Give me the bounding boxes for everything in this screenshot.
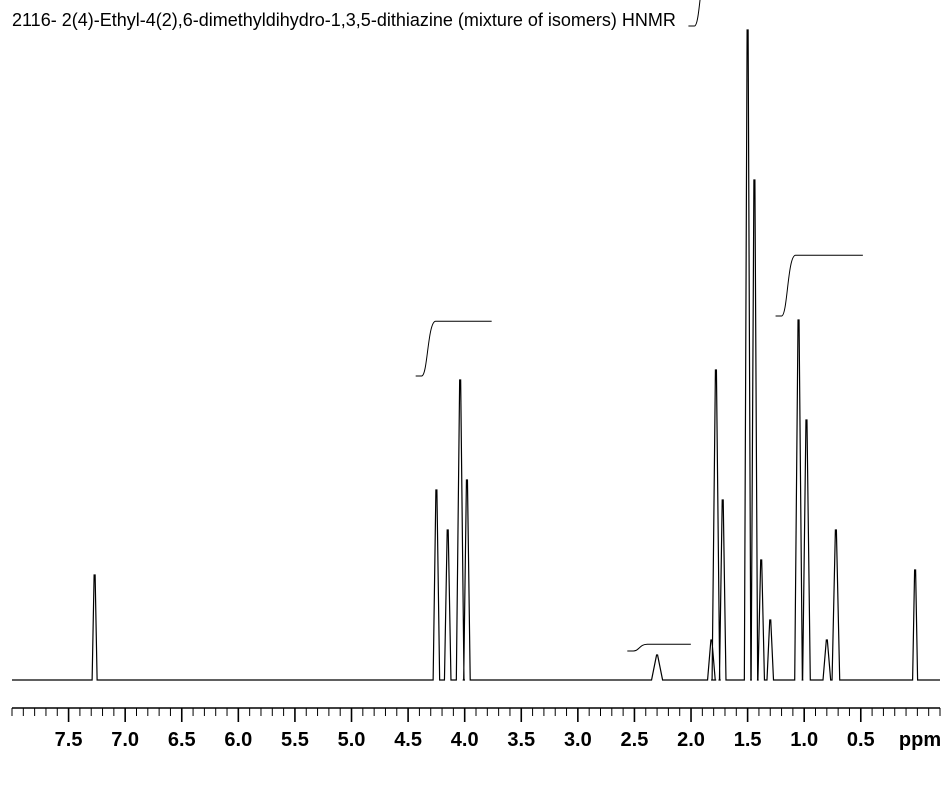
x-tick-label: 1.5 xyxy=(734,729,762,751)
x-tick-label: 1.0 xyxy=(790,729,818,751)
spectrum-plot: 7.5 7.0 6.5 6.0 5.5 5.0 4.5 4.0 3.5 3.0 2.5 2.0 1.5 1… xyxy=(0,0,950,790)
x-axis-unit: ppm xyxy=(899,729,941,751)
x-tick-label: 2.5 xyxy=(621,729,649,751)
integral-step xyxy=(627,644,691,651)
integral-step xyxy=(688,0,795,26)
x-tick-label: 2.0 xyxy=(677,729,705,751)
nmr-spectrum-container: 2116- 2(4)-Ethyl-4(2),6-dimethyldihydro-… xyxy=(0,0,950,790)
x-tick-label: 4.0 xyxy=(451,729,479,751)
x-tick-label: 4.5 xyxy=(394,729,422,751)
spectrum-trace xyxy=(12,30,940,680)
x-tick-label: 6.0 xyxy=(224,729,252,751)
x-tick-label: 5.5 xyxy=(281,729,309,751)
x-tick-label: 5.0 xyxy=(338,729,366,751)
x-tick-label: 7.5 xyxy=(55,729,83,751)
x-tick-label: 3.5 xyxy=(507,729,535,751)
x-tick-label: 0.5 xyxy=(847,729,875,751)
integral-step xyxy=(776,255,863,316)
x-tick-label: 7.0 xyxy=(111,729,139,751)
x-tick-label: 6.5 xyxy=(168,729,196,751)
integral-step xyxy=(416,321,492,376)
x-tick-label: 3.0 xyxy=(564,729,592,751)
